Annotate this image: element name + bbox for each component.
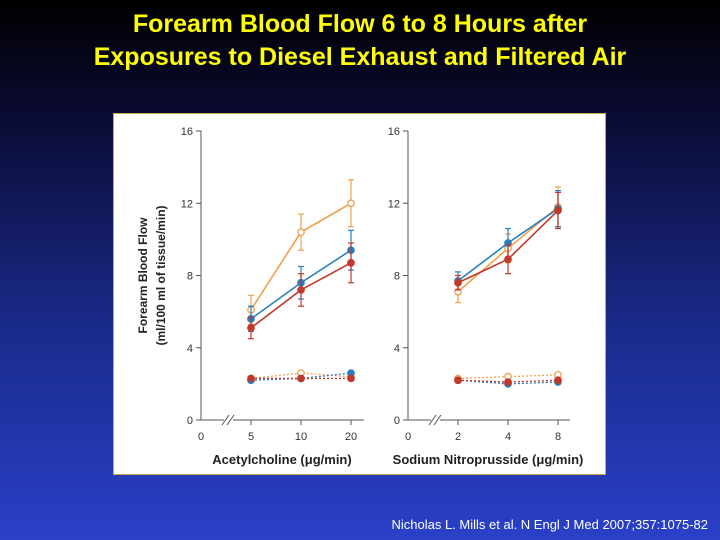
x-tick-label: 8 [555,431,561,443]
data-point [347,374,355,383]
slide-title-line2: Exposures to Diesel Exhaust and Filtered… [93,43,627,71]
series-line [457,379,559,383]
axis-break-gap [431,414,440,426]
x-tick-label: 4 [505,431,511,443]
y-tick-label: 0 [394,415,400,427]
x-tick-label: 2 [455,431,461,443]
citation: Nicholas L. Mills et al. N Engl J Med 20… [391,517,708,532]
x-tick-label: 10 [295,431,307,443]
y-tick-label: 8 [187,271,193,283]
y-tick-label: 12 [388,198,400,210]
data-point [554,206,562,215]
data-point [347,259,355,267]
axis-break-gap [224,414,233,426]
data-point [504,255,512,264]
data-point [454,376,462,385]
data-point [347,199,355,208]
y-tick-label: 0 [187,415,193,427]
y-tick-label: 16 [388,126,400,138]
y-axis-label-units: (ml/100 ml of tissue/min) [154,205,168,345]
y-tick-label: 4 [187,343,193,355]
data-point [297,228,305,237]
series-line [250,372,352,380]
slide-title-line1: Forearm Blood Flow 6 to 8 Hours after [132,10,588,38]
slide-title: Forearm Blood Flow 6 to 8 Hours after Ex… [0,8,720,74]
data-point [297,374,305,383]
data-point [454,278,462,287]
series-line [457,374,559,380]
series-line [250,372,352,381]
data-point [247,324,255,332]
axis-break-mark [221,414,230,426]
x-tick-label: 0 [405,431,411,443]
y-tick-label: 4 [394,343,400,355]
x-tick-label: 0 [198,431,204,443]
x-tick-label: 5 [248,431,254,443]
y-tick-label: 12 [181,198,193,210]
data-point [247,374,255,383]
data-point [297,286,305,294]
x-tick-label: 20 [345,431,357,443]
axis-break-mark [428,414,437,426]
figure-panel: 0 4 8 12 16 0 5 10 20 Acetylcholine (μg/min) Forea… [113,113,606,475]
axis-break-mark [433,414,442,426]
y-tick-label: 8 [394,271,400,283]
y-tick-label: 16 [181,126,193,138]
x-axis-label: Sodium Nitroprusside (μg/min) [393,452,584,467]
y-axis-label: Forearm Blood Flow [136,217,150,334]
axis-break-mark [226,414,235,426]
data-point [554,376,562,385]
x-axis-label: Acetylcholine (μg/min) [212,452,351,467]
data-point [504,378,512,386]
